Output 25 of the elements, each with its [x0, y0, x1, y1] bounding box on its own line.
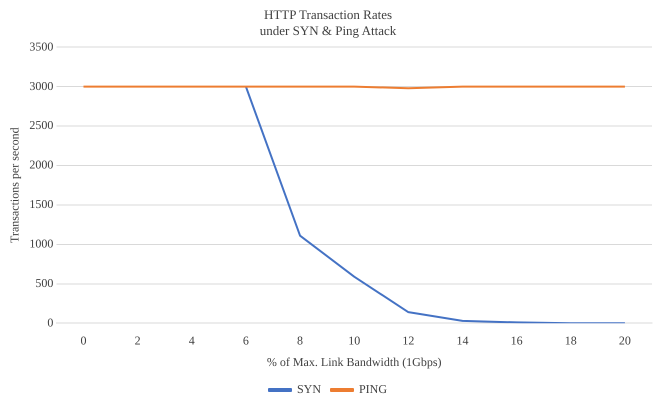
y-tick-label: 1000	[29, 236, 54, 250]
y-tick-label: 3000	[29, 78, 54, 93]
chart-subtitle: under SYN & Ping Attack	[260, 22, 397, 38]
chart-title: HTTP Transaction Rates	[264, 7, 392, 22]
y-tick-label: 3500	[29, 39, 54, 54]
x-tick-label: 12	[402, 334, 414, 348]
legend-label: PING	[359, 382, 388, 396]
y-tick-label: 500	[35, 276, 54, 290]
x-axis-title: % of Max. Link Bandwidth (1Gbps)	[266, 354, 442, 369]
y-tick-label: 1500	[29, 197, 54, 212]
x-tick-label: 6	[242, 334, 249, 348]
y-tick-label: 2500	[29, 118, 54, 132]
x-tick-label: 10	[348, 334, 360, 348]
x-tick-label: 16	[510, 334, 523, 348]
x-tick-label: 4	[188, 334, 195, 348]
y-axis-title: Transactions per second	[7, 127, 22, 243]
y-tick-label: 2000	[29, 158, 54, 172]
x-tick-label: 18	[564, 334, 577, 348]
x-tick-label: 2	[134, 334, 141, 348]
x-tick-label: 8	[297, 334, 304, 348]
legend-label: SYN	[296, 382, 322, 396]
x-tick-label: 20	[618, 334, 631, 348]
y-tick-label: 0	[47, 315, 54, 330]
x-tick-label: 14	[456, 334, 468, 348]
x-tick-label: 0	[80, 334, 86, 348]
